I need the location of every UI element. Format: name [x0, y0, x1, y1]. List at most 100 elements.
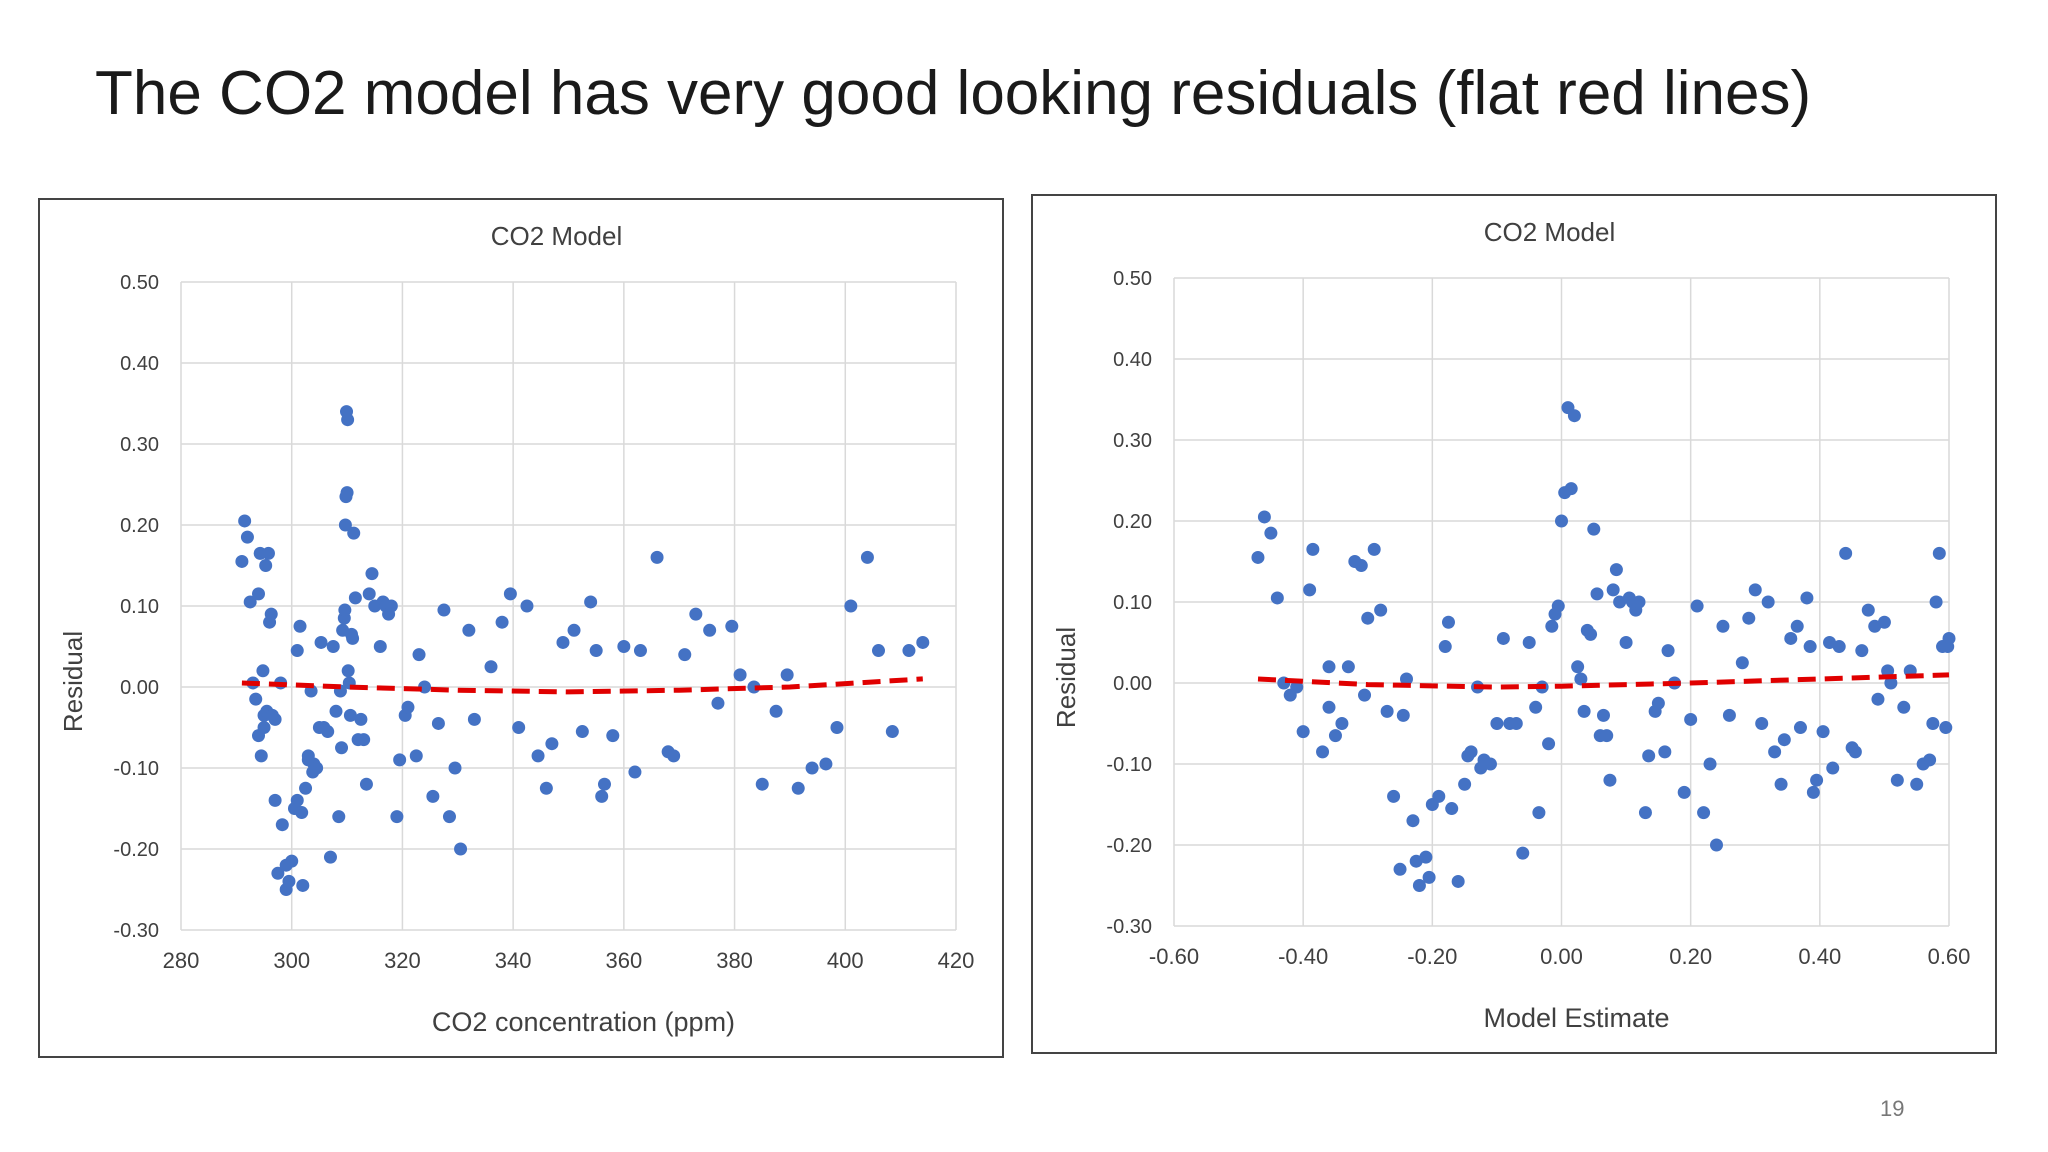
data-point: [238, 514, 252, 528]
data-point: [1432, 789, 1446, 803]
data-point: [1848, 745, 1862, 759]
data-point: [1555, 514, 1568, 528]
data-point: [1777, 733, 1791, 747]
data-point: [254, 749, 268, 763]
x-axis-label: CO2 concentration (ppm): [432, 1007, 735, 1037]
data-point: [595, 789, 609, 803]
y-tick-label: 0.20: [120, 515, 159, 537]
data-point: [249, 692, 263, 706]
data-point: [1545, 619, 1559, 633]
data-point: [412, 648, 426, 662]
x-tick-label: 0.60: [1928, 944, 1971, 969]
data-point: [495, 615, 509, 629]
data-point: [290, 793, 304, 807]
data-point: [1932, 546, 1946, 560]
data-point: [340, 486, 354, 500]
x-tick-label: 280: [163, 948, 200, 973]
data-point: [539, 781, 553, 795]
chart-title: CO2 Model: [491, 221, 623, 251]
y-tick-label: 0.00: [120, 677, 159, 699]
data-point: [780, 668, 794, 682]
data-point: [1806, 785, 1820, 799]
data-point: [341, 413, 355, 427]
data-point: [1939, 721, 1953, 735]
data-point: [1422, 870, 1436, 884]
data-point: [326, 640, 340, 653]
data-point: [805, 761, 819, 775]
data-point: [1926, 717, 1940, 730]
data-point: [1877, 615, 1891, 629]
data-point: [1316, 745, 1330, 759]
data-point: [617, 640, 631, 653]
x-tick-label: 300: [273, 948, 310, 973]
y-tick-label: 0.30: [1113, 430, 1152, 452]
data-point: [290, 644, 304, 658]
data-point: [1577, 704, 1591, 718]
data-point: [335, 741, 349, 755]
data-point: [1768, 745, 1782, 759]
x-tick-label: -0.40: [1278, 944, 1328, 969]
x-tick-label: 0.40: [1798, 944, 1841, 969]
data-point: [689, 607, 703, 621]
data-point: [285, 854, 299, 868]
data-point: [275, 818, 289, 832]
data-point: [393, 753, 407, 767]
data-point: [1571, 660, 1585, 674]
data-point: [1303, 583, 1317, 597]
data-point: [1532, 806, 1546, 820]
data-point: [589, 644, 603, 658]
data-point: [1393, 862, 1407, 876]
data-point: [348, 591, 362, 605]
data-point: [1890, 773, 1904, 787]
data-point: [1509, 717, 1523, 730]
data-point: [1490, 717, 1504, 730]
x-tick-label: 380: [716, 948, 753, 973]
data-point: [1270, 591, 1284, 605]
data-point: [310, 761, 324, 775]
x-tick-label: 0.20: [1669, 944, 1712, 969]
data-point: [1341, 660, 1355, 674]
data-point: [235, 554, 249, 568]
data-point: [1406, 814, 1420, 828]
data-point: [256, 664, 270, 678]
data-point: [1251, 550, 1265, 564]
trend-line: [241, 676, 923, 695]
data-point: [512, 721, 526, 734]
data-point: [1322, 700, 1336, 714]
data-point: [1684, 712, 1698, 726]
data-point: [321, 725, 335, 739]
data-point: [1897, 700, 1911, 714]
data-point: [1257, 510, 1271, 524]
data-point: [1374, 603, 1388, 617]
data-point: [426, 789, 440, 803]
data-point: [860, 550, 874, 564]
data-point: [1522, 636, 1536, 649]
x-tick-label: -0.60: [1149, 944, 1199, 969]
data-point: [1483, 757, 1497, 771]
data-point: [329, 704, 343, 718]
data-point: [1516, 846, 1530, 860]
data-point: [1703, 757, 1717, 771]
data-point: [1826, 761, 1840, 775]
x-tick-label: 340: [495, 948, 532, 973]
data-point: [373, 640, 387, 653]
data-point: [1855, 644, 1869, 658]
data-point: [1328, 729, 1342, 743]
y-tick-label: -0.10: [113, 758, 159, 780]
residual-vs-estimate-chart: -0.60 -0.40 -0.20 0.00 0.20 0.40 0.60 -0.30 -0.2…: [1051, 217, 1971, 1033]
data-point: [1871, 692, 1885, 706]
data-point: [354, 712, 368, 726]
y-tick-label: -0.30: [1106, 916, 1152, 938]
data-point: [1774, 777, 1788, 791]
data-point: [282, 874, 296, 888]
chart-panel-co2-concentration: 280 300 320 340 360 380 400 420 -0.30 -0.20 -0.10 0…: [38, 198, 1004, 1058]
data-point: [323, 850, 337, 864]
y-tick-label: -0.30: [113, 920, 159, 942]
data-point: [584, 595, 598, 609]
data-point: [1529, 700, 1543, 714]
data-point: [1697, 806, 1711, 820]
y-tick-label: 0.50: [120, 272, 159, 294]
data-point: [1380, 704, 1394, 718]
data-point: [733, 668, 747, 682]
data-point: [1367, 542, 1381, 556]
